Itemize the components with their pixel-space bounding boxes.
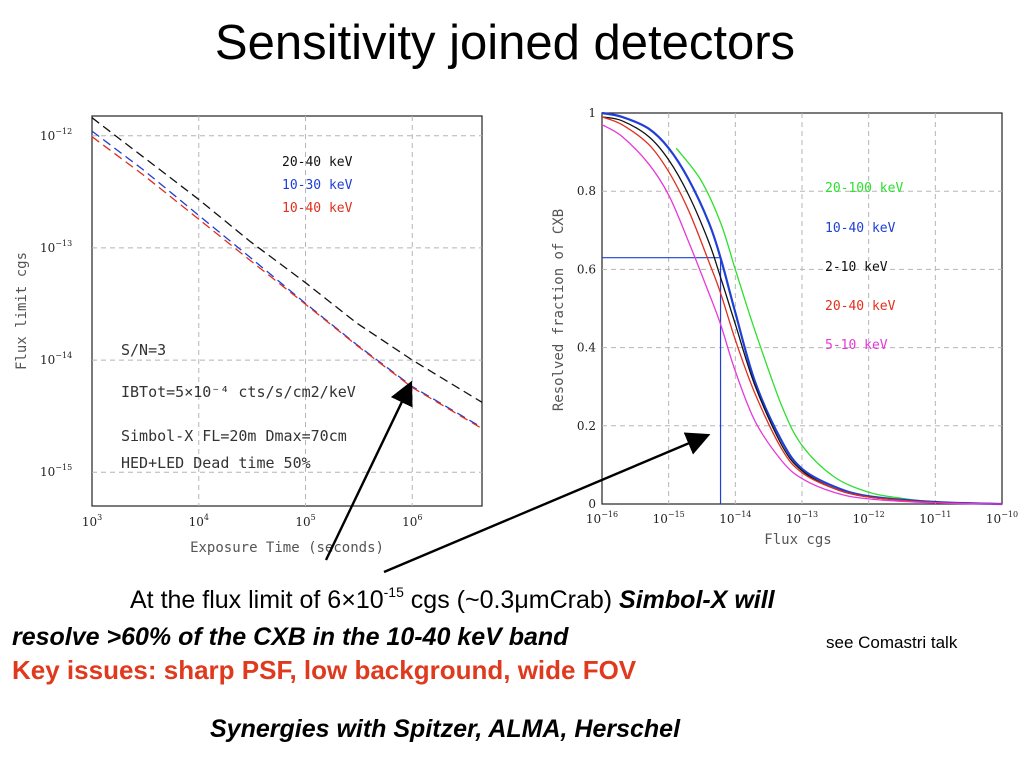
right-series-line-1 xyxy=(601,111,1003,506)
right-y-tick-label: 0.6 xyxy=(577,262,596,276)
annotation-simbol: Simbol-X FL=20m Dmax=70cm xyxy=(121,427,347,445)
annotation-sn: S/N=3 xyxy=(121,341,166,359)
left-x-axis-title: Exposure Time (seconds) xyxy=(190,540,384,556)
left-series-line-2 xyxy=(91,136,483,430)
left-plot-frame xyxy=(91,115,483,507)
caption-note: see Comastri talk xyxy=(826,633,958,652)
right-grid xyxy=(602,113,1002,504)
left-x-tick-label: 104 xyxy=(189,513,209,529)
resolved-fraction-chart: 10−16 10−15 10−14 10−13 10−12 10−11 10−10 0 0.2 0… xyxy=(551,106,1018,548)
right-series-line-0 xyxy=(675,147,1003,505)
flux-limit-chart: 103 104 105 106 10−12 10−13 10−14 10−15 Exposur… xyxy=(14,115,483,556)
right-series-line-3 xyxy=(601,116,1003,505)
right-x-tick-label: 10−14 xyxy=(719,510,751,526)
annotation-deadtime: HED+LED Dead time 50% xyxy=(121,454,311,472)
arrow-to-right-chart xyxy=(383,432,711,574)
legend-label-5-10: 5-10 keV xyxy=(825,338,888,353)
right-x-tick-label: 10−12 xyxy=(853,510,885,526)
legend-label-10-40-r: 10-40 keV xyxy=(825,221,896,236)
legend-label-2-10: 2-10 keV xyxy=(825,260,888,275)
left-series-line-0 xyxy=(91,117,483,403)
caption-line-2: resolve >60% of the CXB in the 10-40 keV… xyxy=(12,623,569,651)
annotation-ibtot: IBTot=5×10⁻⁴ cts/s/cm2/keV xyxy=(121,383,356,401)
right-tick-labels: 10−16 10−15 10−14 10−13 10−12 10−11 10−10 0 0.2 0… xyxy=(577,106,1018,526)
caption-line-1: At the flux limit of 6×10-15 cgs (~0.3μm… xyxy=(130,584,775,614)
left-tick-labels: 103 104 105 106 10−12 10−13 10−14 10−15 xyxy=(40,127,422,529)
right-y-tick-label: 0.4 xyxy=(577,341,596,355)
legend-label-10-30: 10-30 keV xyxy=(282,178,353,193)
key-issues-line: Key issues: sharp PSF, low background, w… xyxy=(12,655,637,685)
right-y-tick-label: 1 xyxy=(588,106,596,120)
right-x-axis-title: Flux cgs xyxy=(764,532,831,548)
synergies-line: Synergies with Spitzer, ALMA, Herschel xyxy=(210,715,681,743)
left-y-tick-label: 10−13 xyxy=(40,239,72,255)
left-y-tick-label: 10−12 xyxy=(40,127,72,143)
legend-label-20-40: 20-40 keV xyxy=(282,155,353,170)
right-series-group xyxy=(601,111,1003,506)
right-y-tick-label: 0 xyxy=(588,497,596,511)
right-y-tick-label: 0.8 xyxy=(577,184,596,198)
right-series-line-4 xyxy=(601,124,1003,505)
flux-marker-lines xyxy=(602,257,722,504)
right-x-tick-label: 10−16 xyxy=(586,510,618,526)
slide-title: Sensitivity joined detectors xyxy=(214,16,796,70)
arrow-to-left-chart xyxy=(324,380,413,561)
left-y-tick-label: 10−14 xyxy=(40,351,72,367)
right-x-tick-label: 10−13 xyxy=(786,510,818,526)
legend-label-10-40: 10-40 keV xyxy=(282,201,353,216)
right-x-tick-label: 10−11 xyxy=(919,510,951,526)
left-grid xyxy=(92,116,482,506)
left-x-tick-label: 103 xyxy=(82,513,102,529)
right-x-tick-label: 10−15 xyxy=(653,510,685,526)
left-y-tick-label: 10−15 xyxy=(40,463,72,479)
legend-label-20-40-r: 20-40 keV xyxy=(825,299,896,314)
right-y-tick-label: 0.2 xyxy=(577,419,596,433)
left-x-tick-label: 105 xyxy=(295,513,315,529)
right-x-tick-label: 10−10 xyxy=(986,510,1018,526)
left-x-tick-label: 106 xyxy=(402,513,422,529)
left-series-group xyxy=(91,117,483,430)
left-y-axis-title: Flux limit cgs xyxy=(14,252,30,370)
legend-label-20-100: 20-100 keV xyxy=(825,181,903,196)
left-series-line-1 xyxy=(91,130,483,429)
right-y-axis-title: Resolved fraction of CXB xyxy=(551,209,567,411)
